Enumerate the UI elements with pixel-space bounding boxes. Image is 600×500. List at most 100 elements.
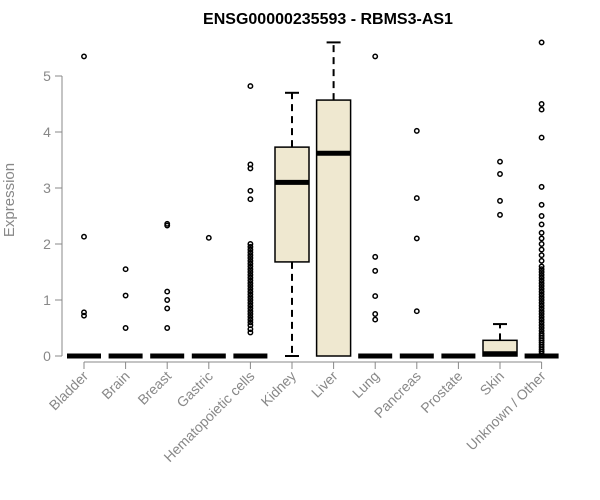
x-tick-label: Liver [308,368,341,401]
outlier-point [247,329,254,336]
outlier-point [81,233,87,240]
outlier-point [372,311,379,317]
outlier-point [247,246,254,253]
y-tick-label: 0 [43,348,51,364]
outlier-point [81,53,87,60]
box-iqr [315,99,352,357]
outlier-point [538,319,545,326]
outlier-point [538,322,545,329]
outlier-point [247,83,254,90]
outlier-point [538,266,545,273]
outlier-point [538,294,545,301]
box-gastric [191,234,226,359]
outlier-point [538,201,545,208]
y-tick-label: 3 [43,180,51,196]
outlier-point [247,283,254,289]
outlier-point [538,274,545,281]
outlier-point [538,257,545,264]
outlier-point [164,220,171,227]
outlier-point [247,187,254,194]
x-tick-label: Prostate [417,368,465,416]
outlier-point [247,297,254,303]
outlier-point [164,297,171,303]
outlier-point [413,235,420,242]
outlier-point [538,288,545,295]
outlier-point [538,213,545,219]
outlier-point [538,263,545,270]
outlier-point [538,106,545,113]
y-tick-label: 2 [43,236,51,252]
outlier-point [247,313,254,320]
outlier-point [538,291,545,298]
outlier-point [247,196,254,203]
outlier-point [538,271,545,278]
x-tick-label: Kidney [258,368,300,410]
x-tick-label: Breast [134,368,174,408]
box-bladder [67,53,101,359]
outlier-point [247,311,254,317]
y-axis-ticks: 0 1 2 3 4 5 [43,68,62,364]
outlier-point [538,101,545,107]
outlier-point [538,308,545,315]
outlier-point [247,263,254,270]
outlier-point [247,241,254,247]
outlier-point [538,299,545,306]
x-tick-label: Unknown / Other [463,368,549,454]
outlier-point [247,285,254,292]
outlier-point [372,293,379,300]
outlier-point [497,197,503,204]
box-kidney [274,91,310,357]
box-skin [482,158,518,357]
outlier-point [372,267,379,274]
outlier-point [247,271,254,278]
x-tick-label: Skin [477,368,508,399]
outlier-point [247,161,254,168]
outlier-point [247,319,254,326]
y-axis-label: Expression [1,163,18,237]
outlier-point [372,53,379,60]
outlier-point [164,305,171,312]
outlier-point [538,277,545,284]
outlier-point [538,311,545,317]
outlier-point [538,305,545,312]
outlier-point [247,252,254,259]
x-tick-label: Lung [349,368,382,401]
y-tick-label: 1 [43,292,51,308]
outlier-point [247,277,254,284]
outlier-point [538,229,545,236]
outlier-point [247,257,254,264]
outlier-point [538,246,545,253]
outlier-point [372,316,379,323]
outlier-point [538,280,545,287]
outlier-point [538,134,545,141]
x-tick-label: Brain [98,368,132,402]
outlier-point [205,234,212,241]
outlier-point [538,313,545,320]
box-breast [150,220,185,359]
outlier-point [247,308,254,315]
outlier-point [497,171,503,177]
box-pancreas [399,127,434,359]
outlier-point [247,266,254,273]
outlier-point [538,183,545,190]
box-brain [108,266,143,359]
outlier-point [247,274,254,281]
outlier-point [372,253,379,260]
outlier-point [538,316,545,323]
outlier-point [538,269,545,275]
outlier-point [247,294,254,301]
outlier-point [247,249,254,256]
outlier-point [247,243,254,250]
outlier-point [497,158,503,165]
outlier-point [247,291,254,298]
outlier-point [122,266,129,273]
outlier-point [538,330,545,337]
outlier-point [122,292,129,299]
outlier-point [538,283,545,289]
outlier-point [247,255,254,261]
outlier-point [538,325,545,331]
box-liver [315,41,352,357]
outlier-point [81,309,87,316]
